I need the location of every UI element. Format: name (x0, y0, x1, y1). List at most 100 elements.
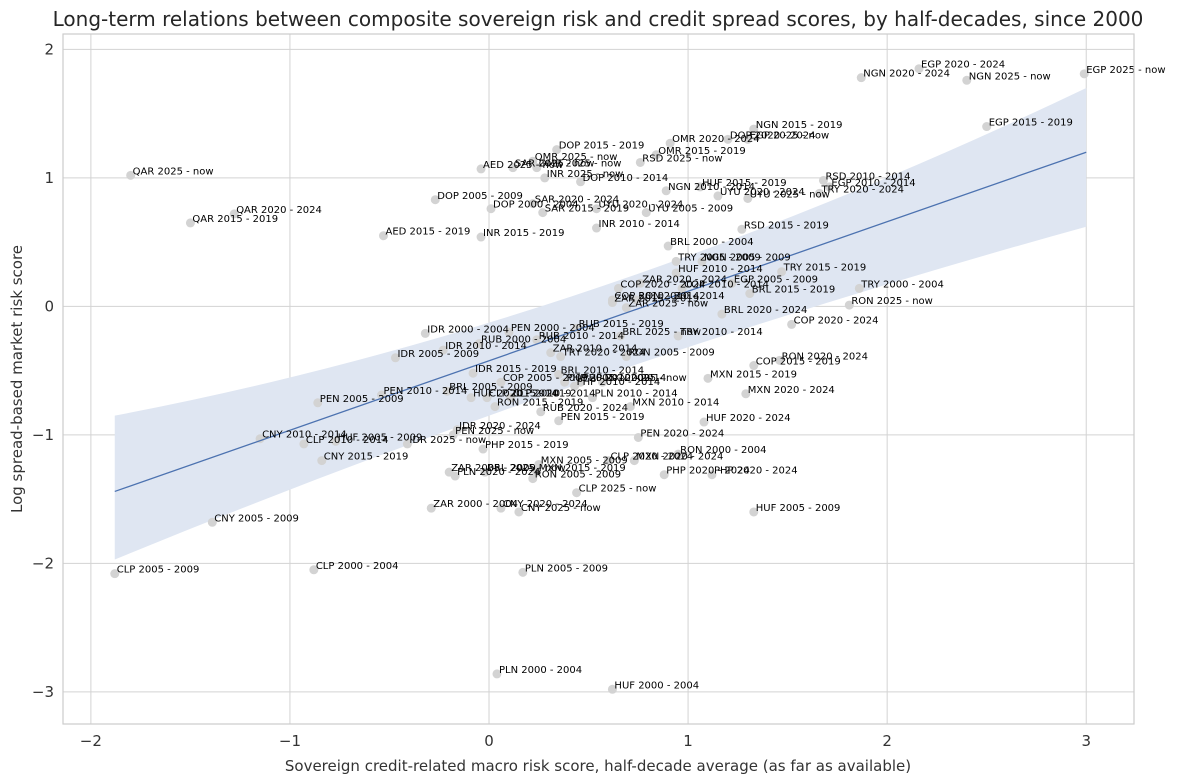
data-point (699, 417, 709, 427)
point-label: RON 2020 - 2024 (782, 351, 868, 362)
data-point (331, 436, 341, 446)
point-label: NGN 2015 - 2019 (756, 120, 843, 131)
data-point (528, 474, 538, 484)
point-label: BRL 2020 - 2024 (724, 305, 807, 316)
point-label: TRY 2010 - 2014 (679, 327, 763, 338)
data-point (402, 439, 412, 449)
data-point (661, 186, 671, 196)
point-label: EGP 2025 - now (1086, 65, 1165, 76)
point-label: RON 2010 - 2014 (638, 291, 724, 302)
data-point (490, 402, 500, 412)
point-label: RSD 2025 - now (642, 153, 722, 164)
data-point (914, 64, 924, 74)
data-point (207, 517, 217, 527)
point-label: SAR 2015 - 2019 (545, 204, 629, 215)
point-label: CLP 2010 - 2014 (513, 389, 596, 400)
data-point (727, 278, 737, 288)
data-point (737, 224, 747, 234)
x-tick-label: 3 (1081, 732, 1091, 750)
point-label: COP 2010 - 2014 (684, 279, 769, 290)
point-label: ZAR 2015 - 2019 (614, 294, 699, 305)
point-label: QAR 2015 - 2019 (192, 214, 278, 225)
data-point (468, 368, 478, 378)
data-point (633, 432, 643, 442)
point-label: INR 2015 - 2019 (483, 228, 564, 239)
point-label: CLP 2010 - 2014 (306, 435, 389, 446)
data-point (707, 470, 717, 480)
point-label: ZAR 2020 - 2024 (642, 274, 727, 285)
data-point (299, 439, 309, 449)
point-label: PLN 2000 - 2004 (499, 665, 582, 676)
point-label: IDR 2000 - 2004 (427, 324, 509, 335)
data-point (552, 145, 562, 155)
point-label: IDR 2005 - 2009 (397, 349, 479, 360)
data-point (592, 223, 602, 233)
data-point (496, 377, 506, 387)
data-point (607, 684, 617, 694)
data-point (534, 459, 544, 469)
y-tick-label: 1 (44, 169, 54, 187)
point-label: MXN 2025 - now (604, 373, 686, 384)
point-label: PHP 2015 - 2019 (485, 440, 569, 451)
data-point (556, 352, 566, 362)
confidence-band (114, 87, 1087, 560)
data-point (576, 177, 586, 187)
point-label: AED 2025 - now (483, 160, 563, 171)
data-point (743, 134, 753, 144)
point-label: PLN 2005 - 2009 (525, 563, 608, 574)
point-label: BRL 2015 - 2019 (752, 285, 835, 296)
y-tick-label: −2 (32, 554, 54, 572)
y-axis-label: Log spread-based market risk score (8, 245, 26, 513)
point-label: INR 2025 - now (547, 169, 624, 180)
data-point (703, 373, 713, 383)
data-point (635, 157, 645, 167)
point-label: HUF 2005 - 2009 (338, 432, 423, 443)
point-label: NGN 2010 - 2014 (668, 182, 755, 193)
data-point (538, 208, 548, 218)
point-label: DOP 2005 - 2009 (437, 191, 523, 202)
point-label: EGP 2015 - 2019 (989, 118, 1073, 129)
regression-line-path (114, 151, 1087, 493)
data-point (528, 156, 538, 166)
point-label: QAR 2025 - now (133, 166, 214, 177)
data-point (390, 353, 400, 363)
data-point (528, 199, 538, 209)
point-label: BRL 2005 - 2009 (449, 382, 532, 393)
point-label: TRY 2020 - 2024 (820, 184, 904, 195)
data-point (532, 467, 542, 477)
point-label: COP 2005 - 2009 (503, 373, 588, 384)
point-label: ZAR 2005 - 2009 (451, 463, 536, 474)
data-point (982, 122, 992, 132)
data-point (570, 381, 580, 391)
point-label: SAR 2020 - 2024 (535, 195, 619, 206)
x-tick-label: 2 (882, 732, 892, 750)
data-point (625, 402, 635, 412)
data-point (482, 393, 492, 403)
data-point (420, 328, 430, 338)
point-label: HUF 2015 - 2019 (702, 178, 787, 189)
data-point (518, 567, 528, 577)
data-point (749, 124, 759, 134)
point-label: TRY 2000 - 2004 (860, 279, 944, 290)
point-label: EGP 2010 - 2014 (831, 178, 915, 189)
data-point (677, 283, 687, 293)
point-label: CNY 2015 - 2019 (324, 452, 409, 463)
point-label: PEN 2015 - 2019 (561, 412, 645, 423)
data-point (741, 389, 751, 399)
data-points (110, 64, 1089, 694)
data-point (629, 456, 639, 466)
point-label: TRY 2005 - 2009 (677, 252, 761, 263)
data-point (613, 283, 623, 293)
data-point (697, 256, 707, 266)
data-point (554, 370, 564, 380)
point-label: RSD 2010 - 2014 (825, 171, 910, 182)
data-point (317, 456, 327, 466)
point-label: HUF 2005 - 2009 (756, 503, 841, 514)
data-point (777, 267, 787, 277)
data-point (651, 150, 661, 160)
data-point (442, 386, 452, 396)
point-label: MXN 2010 - 2014 (632, 398, 719, 409)
point-label: UYU 2020 - 2024 (720, 187, 805, 198)
data-point (713, 191, 723, 201)
point-labels: EGP 2020 - 2024 EGP 2025 - now NGN 2020 - … (117, 60, 1166, 692)
